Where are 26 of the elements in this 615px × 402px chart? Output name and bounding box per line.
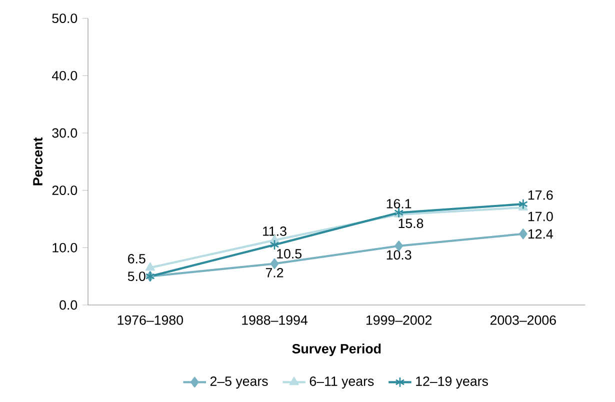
data-label: 10.3 (386, 250, 412, 260)
data-label: 17.0 (528, 212, 553, 222)
y-tick-label: 40.0 (52, 70, 78, 80)
legend-label: 6–11 years (310, 376, 374, 389)
data-label: 5.0 (128, 272, 146, 282)
data-label: 12.4 (528, 229, 553, 239)
data-label: 10.5 (277, 249, 302, 258)
y-tick-label: 50.0 (52, 14, 78, 24)
data-label: 15.8 (398, 218, 424, 228)
y-axis-title: Percent (33, 137, 42, 186)
data-label: 11.3 (263, 226, 286, 236)
x-tick-label: 1999–2002 (366, 315, 432, 325)
legend-label: 2–5 years (210, 376, 268, 389)
data-label: 16.1 (386, 198, 412, 208)
x-tick-label: 1988–1994 (242, 315, 308, 325)
data-label: 17.6 (528, 190, 553, 200)
data-label: 7.2 (266, 268, 284, 278)
y-tick-label: 30.0 (52, 128, 78, 138)
x-axis-title: Survey Period (292, 344, 381, 356)
y-tick-label: 0.0 (60, 300, 78, 310)
x-tick-label: 2003–2006 (490, 315, 556, 325)
data-label: 6.5 (128, 254, 146, 264)
x-tick-label: 1976–1980 (118, 315, 184, 325)
y-tick-label: 10.0 (52, 242, 78, 252)
legend-label: 12–19 years (416, 376, 488, 389)
y-tick-label: 20.0 (52, 186, 78, 196)
